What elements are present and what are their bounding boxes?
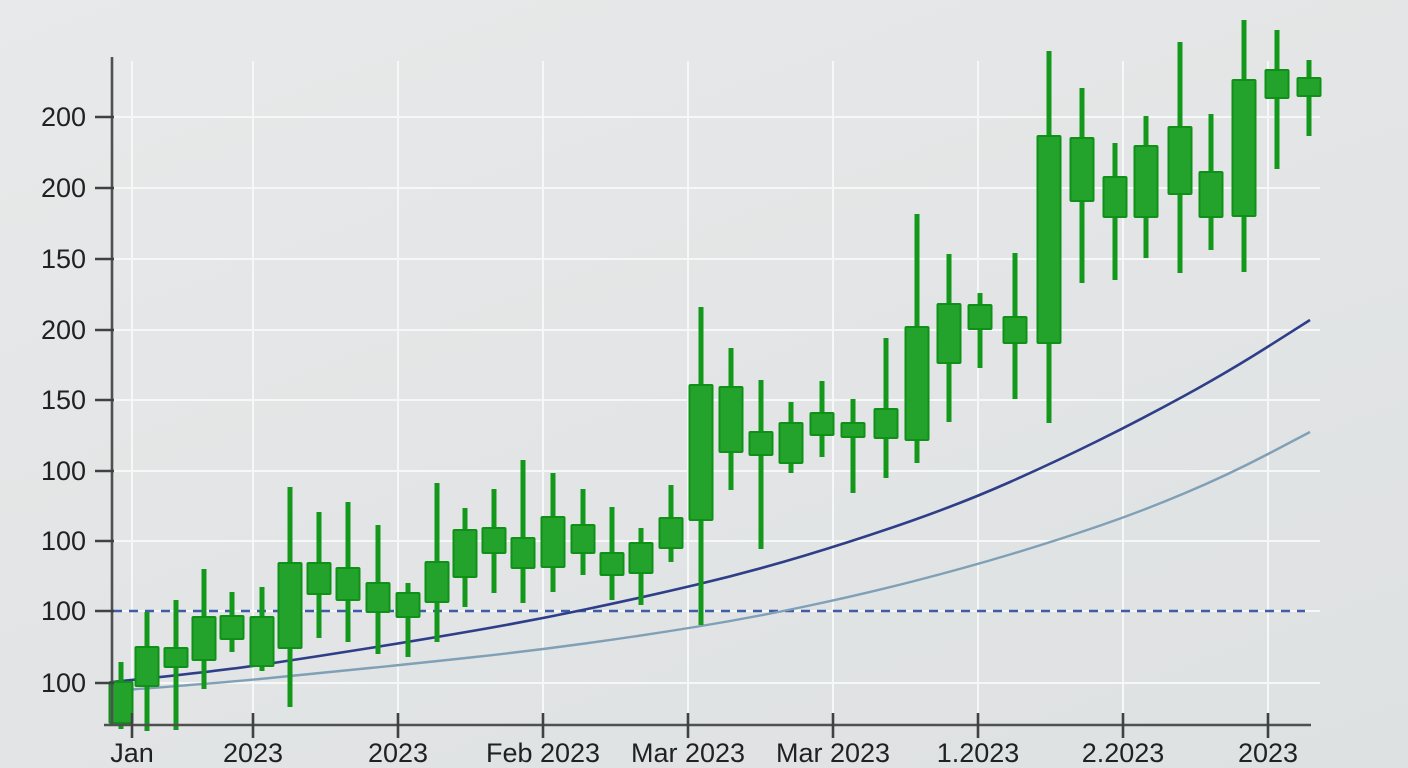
x-tick-label: Jan bbox=[110, 738, 154, 768]
x-tick-label: 2.2023 bbox=[1082, 738, 1165, 768]
candle-body bbox=[778, 422, 804, 464]
candle-body bbox=[424, 561, 450, 603]
candle-body bbox=[163, 647, 189, 668]
candle-body bbox=[1036, 135, 1062, 344]
x-tick-label: 2023 bbox=[368, 738, 428, 768]
candle-body bbox=[191, 616, 217, 661]
x-tick-label: 1.2023 bbox=[937, 738, 1020, 768]
candle-body bbox=[219, 615, 245, 640]
candle-body bbox=[967, 304, 993, 330]
candle-body bbox=[599, 552, 625, 576]
y-tick-label: 200 bbox=[41, 315, 86, 345]
candle-body bbox=[510, 537, 536, 569]
candle-body bbox=[481, 527, 507, 554]
candle-body bbox=[809, 412, 835, 436]
candle-body bbox=[904, 326, 930, 441]
candle-body bbox=[452, 529, 478, 578]
candle-body bbox=[1296, 77, 1322, 97]
candle-body bbox=[1102, 176, 1128, 218]
candle-body bbox=[840, 422, 866, 438]
y-tick-label: 100 bbox=[41, 596, 86, 626]
candle-body bbox=[718, 386, 744, 453]
x-tick-label: Feb 2023 bbox=[486, 738, 600, 768]
candle-body bbox=[570, 524, 596, 554]
x-tick-label: Mar 2023 bbox=[776, 738, 890, 768]
candle-body bbox=[1198, 171, 1224, 218]
candle-body bbox=[365, 582, 391, 613]
trend-curve-dark bbox=[111, 318, 1311, 684]
candle-body bbox=[658, 517, 684, 549]
candle-body bbox=[748, 431, 774, 456]
x-tick-label: 2023 bbox=[1238, 738, 1298, 768]
x-tick-label: 2023 bbox=[223, 738, 283, 768]
candle-body bbox=[1167, 126, 1193, 195]
trend-curve-light bbox=[111, 430, 1311, 693]
candle-body bbox=[688, 384, 714, 521]
candle-body bbox=[1069, 137, 1095, 202]
candle-body bbox=[277, 562, 303, 649]
candle-body bbox=[628, 542, 654, 574]
candle-body bbox=[108, 681, 134, 724]
y-tick-label: 100 bbox=[41, 526, 86, 556]
candle-body bbox=[249, 616, 275, 667]
candle-body bbox=[306, 562, 332, 595]
y-tick-label: 100 bbox=[41, 456, 86, 486]
y-tick-label: 150 bbox=[41, 385, 86, 415]
x-tick-label: Mar 2023 bbox=[631, 738, 745, 768]
candle-body bbox=[395, 592, 421, 618]
y-tick-label: 150 bbox=[41, 244, 86, 274]
candle-body bbox=[540, 516, 566, 568]
y-tick-label: 100 bbox=[41, 668, 86, 698]
candle-body bbox=[1231, 79, 1257, 217]
candle-body bbox=[335, 567, 361, 601]
candle-body bbox=[1133, 145, 1159, 218]
y-tick-label: 200 bbox=[41, 173, 86, 203]
y-tick-label: 200 bbox=[41, 102, 86, 132]
candle-body bbox=[936, 303, 962, 364]
candle-body bbox=[1264, 69, 1290, 99]
candle-body bbox=[873, 408, 899, 439]
candle-body bbox=[1002, 316, 1028, 344]
candle-body bbox=[134, 646, 160, 687]
